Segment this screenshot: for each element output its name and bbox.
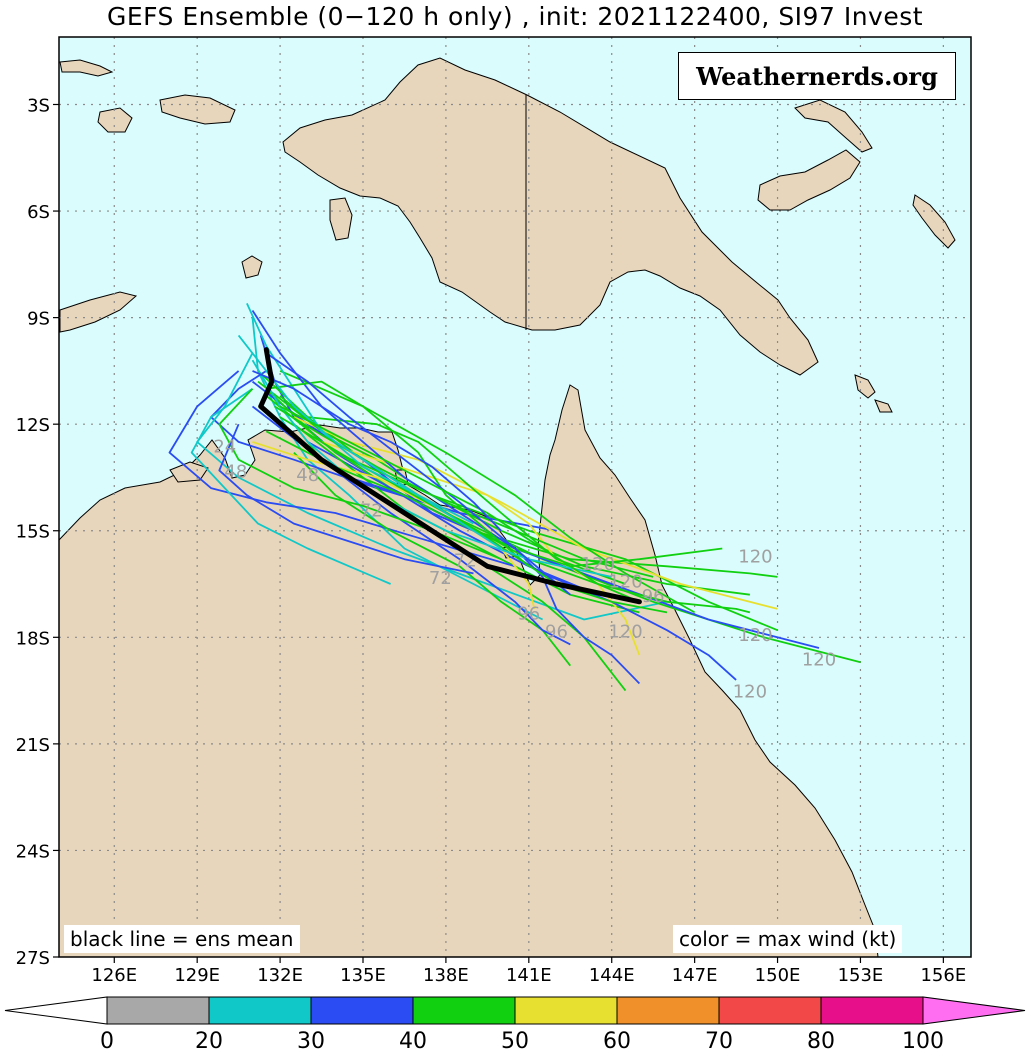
wind-colorbar: 0 20 30 40 50 60 70 80 100: [4, 996, 1026, 1054]
aru-islands: [329, 197, 353, 241]
hour-label: 120: [733, 682, 767, 703]
lon-tick-label: 138E: [423, 965, 469, 986]
colorbar-segment: [412, 996, 516, 1025]
member-track: [279, 405, 640, 603]
new-guinea-landmass: [282, 57, 819, 376]
colorbar-under-arrow: [4, 996, 108, 1025]
hour-label: 24: [213, 437, 236, 458]
lon-tick-label: 135E: [340, 965, 386, 986]
mean-track-layer: [258, 347, 642, 605]
lon-tick-label: 144E: [589, 965, 635, 986]
ensemble-mean-track: [258, 347, 642, 605]
colorbar-over-arrow: [922, 996, 1026, 1025]
hour-label: 72: [360, 501, 383, 522]
lon-tick-label: 141E: [506, 965, 552, 986]
member-track: [218, 423, 474, 575]
new-ireland-island: [794, 99, 873, 153]
colorbar-segment: [514, 996, 618, 1025]
colorbar-tick-label: 60: [603, 1029, 631, 1054]
colorbar-segment: [820, 996, 924, 1025]
watermark-box: Weathernerds.org: [678, 52, 956, 100]
member-track: [251, 310, 516, 550]
colorbar-tick-label: 70: [705, 1029, 733, 1054]
lat-tick-label: 24S: [16, 841, 50, 862]
lon-tick-label: 150E: [755, 965, 801, 986]
colorbar-tick-label: 0: [100, 1029, 114, 1054]
member-track: [274, 405, 654, 578]
timor-island: [59, 291, 138, 333]
hour-label: 120: [608, 621, 642, 642]
lat-tick-label: 12S: [16, 415, 50, 436]
tanimbar-islands: [241, 255, 263, 279]
colorbar-segment: [616, 996, 720, 1025]
member-track: [251, 317, 544, 621]
colorbar-tick-label: 40: [399, 1029, 427, 1054]
lat-tick-label: 6S: [27, 202, 50, 223]
lon-tick-label: 156E: [920, 965, 966, 986]
member-track: [265, 352, 571, 596]
hour-label: 120: [608, 572, 642, 593]
plot-frame: [58, 36, 972, 958]
colorbar-tick-label: 30: [297, 1029, 325, 1054]
lat-tick-label: 18S: [16, 628, 50, 649]
colorbar-segment: [208, 996, 312, 1025]
lat-tick-label: 3S: [27, 95, 50, 116]
lon-tick-label: 129E: [174, 965, 220, 986]
hour-label: 120: [802, 650, 836, 671]
member-track: [196, 352, 668, 621]
member-track: [307, 416, 626, 585]
colorbar-tick-label: 20: [195, 1029, 223, 1054]
colorbar-segment: [310, 996, 414, 1025]
hour-label: 72: [429, 568, 452, 589]
lat-tick-label: 21S: [16, 735, 50, 756]
member-track: [190, 387, 391, 585]
hour-label: 120: [581, 554, 615, 575]
hour-label: 96: [517, 604, 540, 625]
lon-tick-label: 132E: [257, 965, 303, 986]
buru-island: [97, 107, 133, 133]
member-track: [237, 334, 502, 550]
lon-tick-label: 126E: [91, 965, 137, 986]
colorbar-segment: [718, 996, 822, 1025]
chart-title: GEFS Ensemble (0−120 h only) , init: 202…: [106, 2, 924, 31]
hour-label: 48: [296, 465, 319, 486]
lat-tick-label: 27S: [16, 948, 50, 969]
colorbar-tick-label: 100: [902, 1029, 944, 1054]
color-legend-note: color = max wind (kt): [673, 925, 903, 953]
axis-layer: 3S 6S 9S 12S 15S 18S 21S 24S 27S 126E 129E 132E 135E…: [16, 95, 967, 986]
member-track: [168, 370, 516, 568]
member-track: [252, 370, 502, 532]
new-britain-island: [757, 149, 861, 211]
hour-label: 96: [545, 621, 568, 642]
member-track: [265, 395, 778, 632]
lon-tick-label: 147E: [672, 965, 718, 986]
colorbar-tick-label: 80: [807, 1029, 835, 1054]
member-track: [266, 380, 530, 567]
lat-tick-label: 15S: [16, 522, 50, 543]
hour-label: 48: [224, 461, 247, 482]
tracks-layer: [168, 303, 861, 692]
mean-line-note: black line = ens mean: [64, 925, 300, 953]
halmahera-islands: [59, 59, 114, 77]
hour-label: 120: [738, 547, 772, 568]
colorbar-segment: [106, 996, 210, 1025]
bougainville-island: [912, 194, 956, 249]
solomon-islands: [854, 374, 893, 413]
lon-tick-label: 153E: [838, 965, 884, 986]
hour-label: 96: [642, 586, 665, 607]
colorbar-tick-label: 50: [501, 1029, 529, 1054]
hour-label: 120: [738, 625, 772, 646]
lat-tick-label: 9S: [27, 309, 50, 330]
